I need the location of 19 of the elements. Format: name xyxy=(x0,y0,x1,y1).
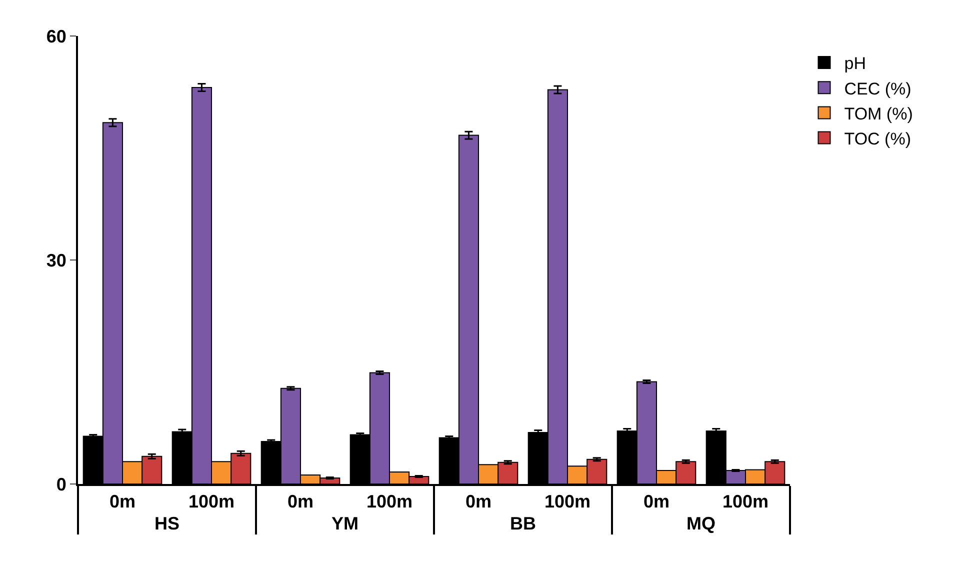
legend-label: pH xyxy=(844,54,866,74)
legend-label: TOM (%) xyxy=(844,104,913,124)
x-tick-label: 100m xyxy=(366,492,413,512)
y-tick-label: 30 xyxy=(46,250,66,270)
legend-label: TOC (%) xyxy=(844,129,911,148)
x-tick-label: 100m xyxy=(722,492,769,512)
x-tick-label: 100m xyxy=(188,492,235,512)
y-tick-label: 0 xyxy=(56,474,66,494)
legend-label: CEC (%) xyxy=(844,79,912,98)
x-tick-label: 100m xyxy=(544,492,591,512)
text: BB xyxy=(510,514,536,534)
y-tick-label: 60 xyxy=(46,26,66,46)
x-tick-label: 0m xyxy=(465,492,492,512)
text: YM xyxy=(332,514,358,534)
text: HS xyxy=(154,514,180,534)
text: MQ xyxy=(686,514,716,534)
x-tick-label: 0m xyxy=(287,492,314,512)
x-tick-label: 0m xyxy=(643,492,670,512)
x-tick-label: 0m xyxy=(109,492,136,512)
